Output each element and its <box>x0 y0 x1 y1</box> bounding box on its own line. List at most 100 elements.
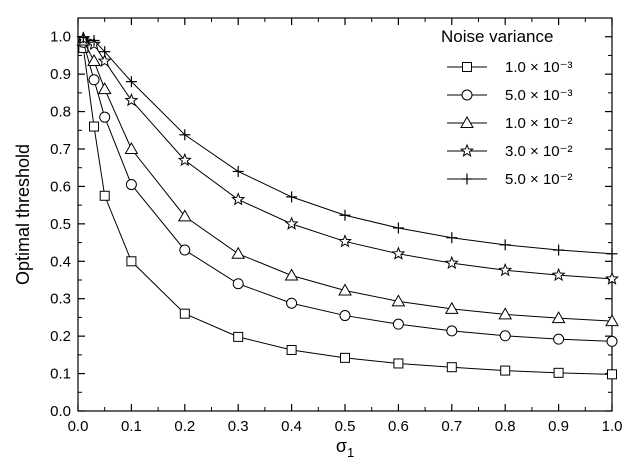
data-point <box>392 318 404 330</box>
legend-marker <box>462 62 472 72</box>
data-point <box>551 311 566 324</box>
star-marker <box>231 192 246 206</box>
legend-entry: 3.0 × 10⁻² <box>447 143 573 160</box>
legend: 1.0 × 10⁻³ 5.0 × 10⁻³ 1.0 × 10⁻² 3.0 × 10⁻²… <box>447 59 573 188</box>
data-point <box>286 297 298 309</box>
x-tick-label: 0.7 <box>441 418 462 435</box>
series-layer <box>76 31 620 380</box>
data-point <box>605 314 619 327</box>
triangle-marker <box>605 314 619 327</box>
triangle-marker <box>177 209 192 222</box>
y-tick-label: 0.3 <box>50 291 71 308</box>
data-point <box>179 129 191 141</box>
star-marker <box>391 246 406 260</box>
data-point <box>498 307 513 320</box>
data-point <box>607 369 617 380</box>
data-point <box>99 46 111 58</box>
y-tick-label: 1.0 <box>50 29 71 46</box>
legend-label: 5.0 × 10⁻³ <box>505 87 573 104</box>
data-point <box>499 330 511 342</box>
data-point <box>99 111 111 123</box>
square-marker <box>286 344 297 355</box>
y-tick-label: 0.0 <box>50 403 71 420</box>
triangle-marker <box>124 141 139 154</box>
triangle-marker <box>498 307 513 320</box>
legend-entry: 1.0 × 10⁻³ <box>447 59 573 76</box>
y-tick-label: 0.5 <box>50 216 71 233</box>
star-marker <box>124 92 139 107</box>
data-point <box>446 232 458 244</box>
data-point <box>339 310 351 322</box>
x-tick-label: 0.9 <box>548 418 569 435</box>
data-point <box>553 333 565 345</box>
data-point <box>499 239 511 251</box>
circle-marker <box>606 335 618 347</box>
square-marker <box>233 331 244 342</box>
data-point <box>498 262 513 277</box>
y-axis-title: Optimal threshold <box>13 144 33 285</box>
star-marker <box>604 271 620 285</box>
circle-marker <box>446 325 458 337</box>
data-point <box>126 256 137 267</box>
triangle-marker <box>87 54 101 67</box>
star-marker <box>459 143 475 157</box>
square-marker <box>126 256 137 267</box>
data-point <box>446 325 458 337</box>
triangle-marker <box>97 82 112 95</box>
data-point <box>177 152 192 167</box>
star-marker <box>498 262 513 277</box>
square-marker <box>607 369 617 380</box>
data-point <box>391 246 406 260</box>
data-point <box>87 54 101 67</box>
square-marker <box>179 308 190 319</box>
x-tick-label: 1.0 <box>602 418 623 435</box>
data-point <box>124 141 139 154</box>
legend-entry: 1.0 × 10⁻² <box>447 115 573 132</box>
data-point <box>232 278 244 290</box>
circle-marker <box>232 278 244 290</box>
data-point <box>604 271 620 285</box>
data-point <box>340 352 350 363</box>
legend-marker <box>461 89 473 101</box>
y-tick-label: 0.6 <box>50 178 71 195</box>
data-point <box>286 191 298 203</box>
x-tick-label: 0.4 <box>281 418 302 435</box>
triangle-marker <box>460 115 474 128</box>
data-point <box>553 244 565 256</box>
data-point <box>444 255 459 270</box>
legend-marker <box>459 143 475 157</box>
x-axis-title-main: σ <box>336 436 347 456</box>
legend-marker <box>461 173 473 185</box>
legend-label: 5.0 × 10⁻² <box>505 171 573 188</box>
triangle-marker <box>551 311 566 324</box>
y-tick-label: 0.1 <box>50 366 71 383</box>
data-point <box>179 308 190 319</box>
data-point <box>231 192 246 206</box>
x-tick-label: 0.2 <box>174 418 195 435</box>
triangle-marker <box>391 294 406 307</box>
y-tick-label: 0.2 <box>50 328 71 345</box>
triangle-marker <box>231 246 246 259</box>
axes: 0.0 0.1 0.2 0.3 0.4 0.5 0.6 0.7 0.8 0.9 1.0 0.0 0.1 0… <box>50 17 623 435</box>
data-point <box>391 294 406 307</box>
data-point <box>179 244 191 256</box>
data-point <box>392 222 404 234</box>
legend-marker <box>460 115 474 128</box>
square-marker <box>99 190 110 201</box>
series-triangle <box>76 33 619 327</box>
data-point <box>124 92 139 107</box>
data-point <box>339 209 351 221</box>
data-point <box>88 74 100 86</box>
square-marker <box>553 367 564 378</box>
circle-marker <box>99 111 111 123</box>
circle-marker <box>88 74 100 86</box>
legend-label: 1.0 × 10⁻² <box>505 115 573 132</box>
star-marker <box>551 267 566 282</box>
data-point <box>232 165 244 177</box>
data-point <box>553 367 564 378</box>
y-tick-label: 0.8 <box>50 104 71 121</box>
legend-label: 1.0 × 10⁻³ <box>505 59 573 76</box>
circle-marker <box>179 244 191 256</box>
data-point <box>125 76 137 88</box>
data-point <box>551 267 566 282</box>
